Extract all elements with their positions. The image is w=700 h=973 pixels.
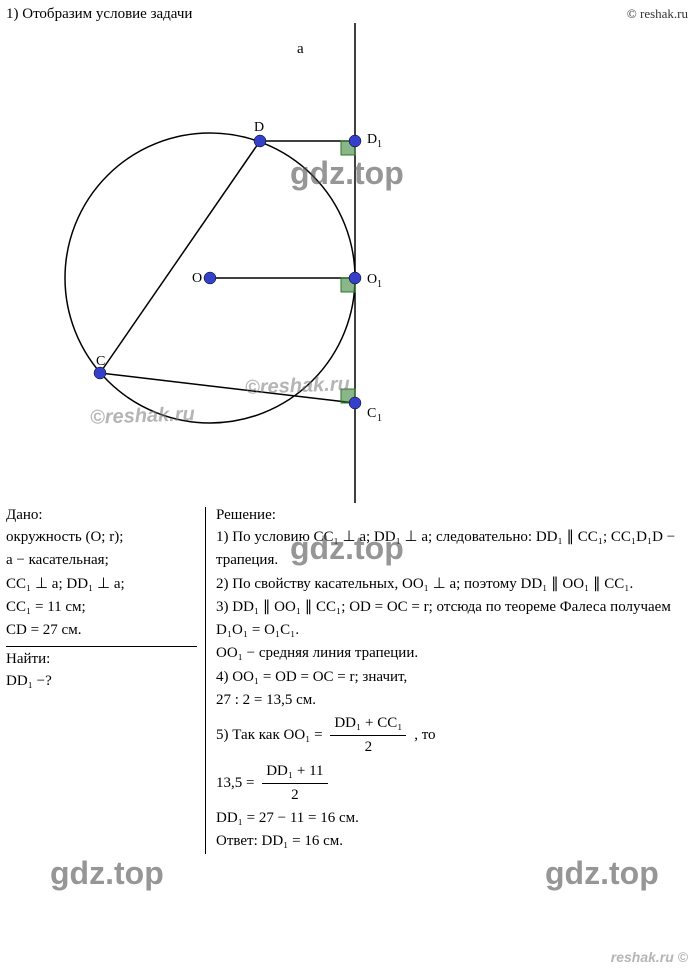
step6-prefix: 13,5 = xyxy=(216,775,258,791)
solution-title: Решение: xyxy=(216,507,694,524)
fraction-denominator: 2 xyxy=(330,736,406,759)
svg-text:C: C xyxy=(96,354,105,369)
given-line: CC₁ = 11 см; xyxy=(6,596,197,619)
svg-text:O: O xyxy=(367,272,377,287)
svg-text:1: 1 xyxy=(377,139,382,150)
header-title: 1) Отобразим условие задачи xyxy=(6,6,192,23)
solution-step: 1) По условию CC₁ ⊥ a; DD₁ ⊥ a; следоват… xyxy=(216,526,694,573)
watermark-reshak-corner: reshak.ru © xyxy=(611,949,688,965)
geometry-diagram: aOO1DD1CC1 xyxy=(0,23,700,503)
svg-text:1: 1 xyxy=(377,279,382,290)
svg-text:D: D xyxy=(367,132,377,147)
find-title: Найти: xyxy=(6,651,197,668)
solution-step: 3) DD₁ ∥ OO₁ ∥ CC₁; OD = OC = r; отсюда … xyxy=(216,596,694,643)
solution-step: 2) По свойству касательных, OO₁ ⊥ a; поэ… xyxy=(216,573,694,596)
svg-text:a: a xyxy=(297,41,304,57)
solution-step: 4) OO₁ = OD = OC = r; значит, xyxy=(216,666,694,689)
svg-text:D: D xyxy=(254,120,264,135)
solution-step: DD₁ = 27 − 11 = 16 см. xyxy=(216,807,694,830)
given-title: Дано: xyxy=(6,507,197,524)
solution-step: 27 : 2 = 13,5 см. xyxy=(216,689,694,712)
fraction-numerator: DD₁ + CC₁ xyxy=(330,712,406,736)
fraction-numerator: DD₁ + 11 xyxy=(262,760,327,784)
given-divider xyxy=(6,646,197,647)
solution-step: 13,5 = DD₁ + 11 2 xyxy=(216,760,694,808)
header-credit: © reshak.ru xyxy=(627,6,688,23)
given-line: CD = 27 см. xyxy=(6,619,197,642)
svg-text:O: O xyxy=(192,271,202,286)
watermark-gdz: gdz.top xyxy=(545,855,659,892)
solution-answer: Ответ: DD₁ = 16 см. xyxy=(216,830,694,853)
watermark-gdz: gdz.top xyxy=(50,855,164,892)
find-line: DD₁ −? xyxy=(6,670,197,693)
step5-suffix: , то xyxy=(414,727,435,743)
solution-step: OO₁ − средняя линия трапеции. xyxy=(216,642,694,665)
svg-text:C: C xyxy=(367,406,376,421)
header-row: 1) Отобразим условие задачи © reshak.ru xyxy=(0,0,700,23)
given-line: окружность (O; r); xyxy=(6,526,197,549)
solution-column: Решение: 1) По условию CC₁ ⊥ a; DD₁ ⊥ a;… xyxy=(206,507,694,854)
given-line: CC₁ ⊥ a; DD₁ ⊥ a; xyxy=(6,573,197,596)
fraction-denominator: 2 xyxy=(262,784,327,807)
diagram-svg: aOO1DD1CC1 xyxy=(0,23,700,503)
fraction: DD₁ + CC₁ 2 xyxy=(330,712,406,760)
given-line: a − касательная; xyxy=(6,549,197,572)
solution-step: 5) Так как OO₁ = DD₁ + CC₁ 2 , то xyxy=(216,712,694,760)
fraction: DD₁ + 11 2 xyxy=(262,760,327,808)
proof-section: Дано: окружность (O; r); a − касательная… xyxy=(0,503,700,860)
step5-prefix: 5) Так как OO₁ = xyxy=(216,727,326,743)
svg-text:1: 1 xyxy=(377,413,382,424)
given-column: Дано: окружность (O; r); a − касательная… xyxy=(6,507,206,854)
